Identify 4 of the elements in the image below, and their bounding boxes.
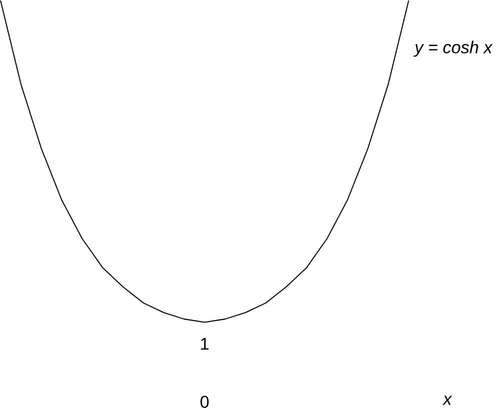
text: 1	[201, 338, 209, 350]
series-label: y = cosh x	[414, 40, 493, 57]
text: 0	[200, 396, 209, 408]
text: x	[442, 396, 452, 406]
